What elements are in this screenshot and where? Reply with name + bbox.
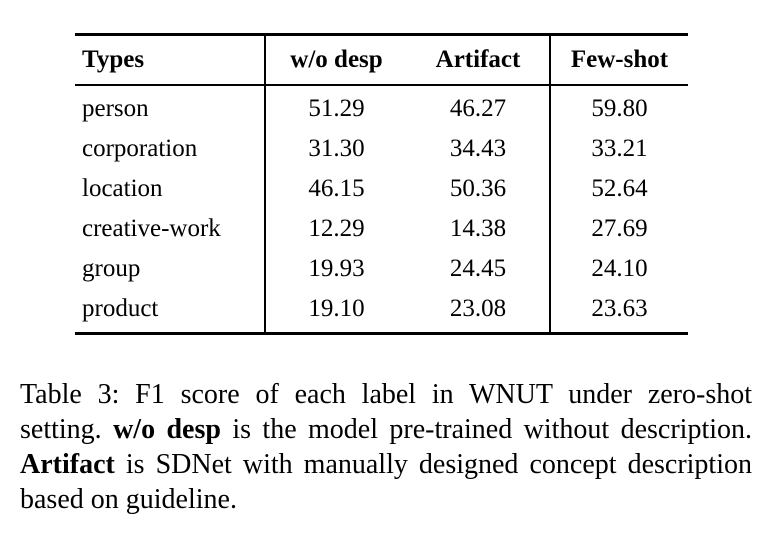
cell-artifact: 34.43 xyxy=(449,135,507,162)
cell-few-shot: 23.63 xyxy=(549,289,688,334)
column-header-artifact: Artifact xyxy=(407,34,550,86)
cell-few-shot: 24.10 xyxy=(549,249,688,289)
cell-wo-desp: 12.29 xyxy=(308,215,365,242)
table-row: creative-work 12.29 14.38 27.69 xyxy=(75,209,688,249)
caption-text: Table 3: F1 score of each label in WNUT … xyxy=(20,379,752,445)
column-header-few-shot: Few-shot xyxy=(549,34,688,86)
cell-artifact: 14.38 xyxy=(449,215,507,242)
row-label: group xyxy=(75,249,266,289)
row-label: location xyxy=(75,169,266,209)
row-label: person xyxy=(75,85,266,129)
row-label: creative-work xyxy=(75,209,266,249)
table-caption: Table 3: F1 score of each label in WNUT … xyxy=(20,377,752,517)
caption-term-wo-desp: w/o desp xyxy=(113,414,221,445)
caption-term-artifact: Artifact xyxy=(20,449,115,480)
cell-few-shot: 52.64 xyxy=(549,169,688,209)
cell-wo-desp: 46.15 xyxy=(308,175,365,202)
table-header-row: Types w/o desp Artifact Few-shot xyxy=(75,34,688,86)
table-row: corporation 31.30 34.43 33.21 xyxy=(75,129,688,169)
column-header-types: Types xyxy=(75,34,266,86)
cell-wo-desp: 19.10 xyxy=(308,295,365,322)
results-table-container: Types w/o desp Artifact Few-shot person … xyxy=(75,33,688,335)
cell-artifact: 46.27 xyxy=(449,95,507,122)
cell-wo-desp: 19.93 xyxy=(308,255,365,282)
cell-artifact: 50.36 xyxy=(449,175,507,202)
row-label: product xyxy=(75,289,266,334)
row-label: corporation xyxy=(75,129,266,169)
cell-few-shot: 27.69 xyxy=(549,209,688,249)
results-table: Types w/o desp Artifact Few-shot person … xyxy=(75,33,688,335)
table-row: group 19.93 24.45 24.10 xyxy=(75,249,688,289)
cell-wo-desp: 31.30 xyxy=(308,135,365,162)
caption-text: is SDNet with manually designed concept … xyxy=(20,449,752,515)
cell-artifact: 24.45 xyxy=(449,255,507,282)
caption-text: is the model pre-trained without descrip… xyxy=(220,414,752,445)
column-header-wo-desp: w/o desp xyxy=(265,34,407,86)
cell-wo-desp: 51.29 xyxy=(308,95,365,122)
table-row: product 19.10 23.08 23.63 xyxy=(75,289,688,334)
table-row: location 46.15 50.36 52.64 xyxy=(75,169,688,209)
cell-few-shot: 59.80 xyxy=(549,85,688,129)
cell-artifact: 23.08 xyxy=(449,295,507,322)
table-row: person 51.29 46.27 59.80 xyxy=(75,85,688,129)
cell-few-shot: 33.21 xyxy=(549,129,688,169)
